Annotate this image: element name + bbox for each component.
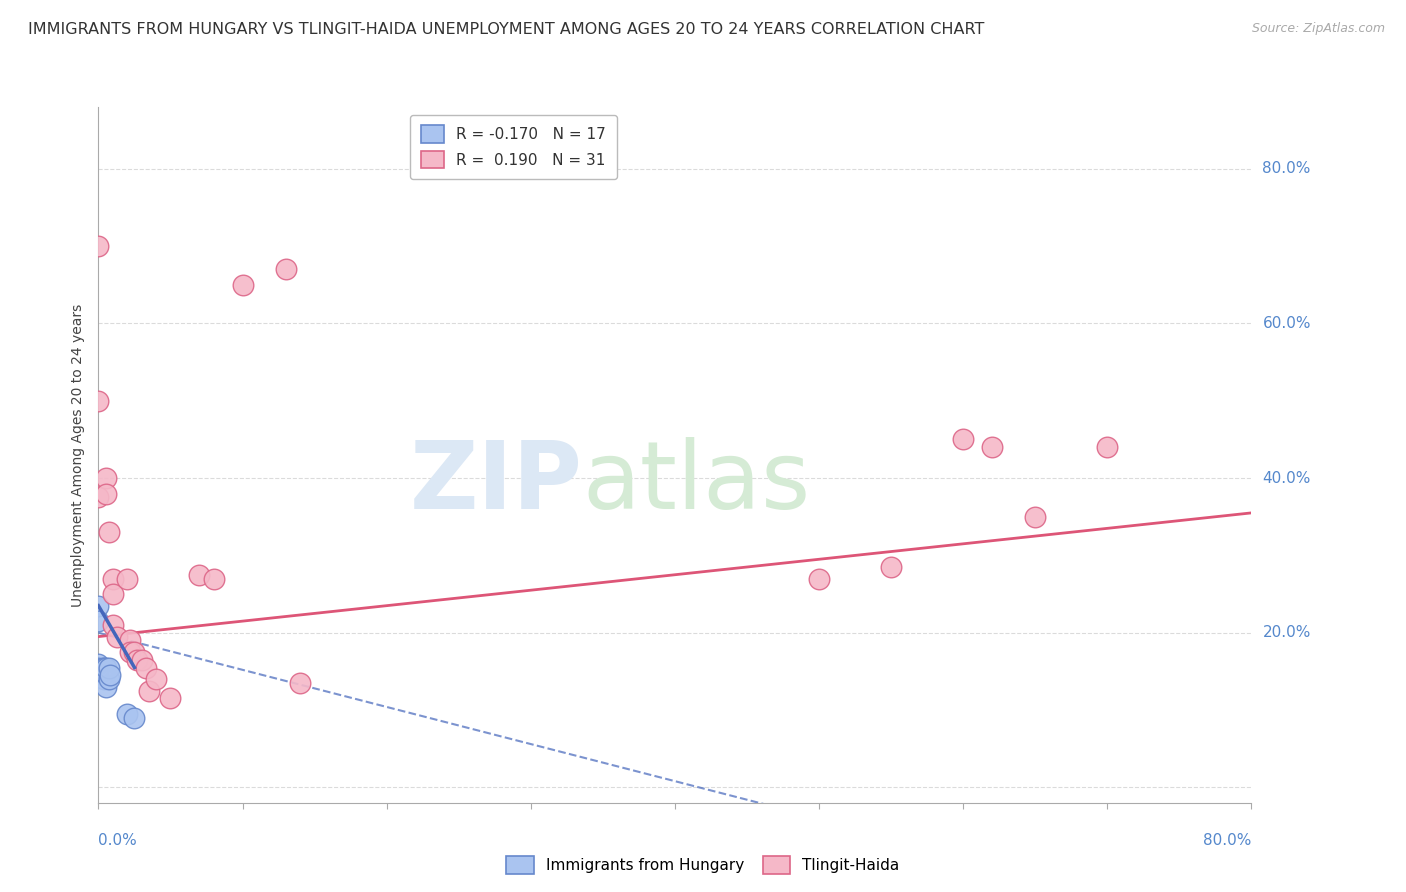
Point bbox=[188, 567, 211, 582]
Point bbox=[87, 657, 110, 671]
Point bbox=[87, 614, 110, 628]
Point bbox=[97, 672, 120, 686]
Text: Source: ZipAtlas.com: Source: ZipAtlas.com bbox=[1251, 22, 1385, 36]
Text: 0.0%: 0.0% bbox=[98, 833, 138, 848]
Text: 60.0%: 60.0% bbox=[1263, 316, 1310, 331]
Point bbox=[1024, 509, 1046, 524]
Point bbox=[87, 665, 110, 679]
Point bbox=[101, 587, 124, 601]
Point bbox=[94, 660, 117, 674]
Point bbox=[138, 683, 160, 698]
Point bbox=[87, 239, 110, 253]
Point bbox=[87, 491, 110, 505]
Point bbox=[127, 653, 149, 667]
Point bbox=[97, 660, 120, 674]
Point bbox=[98, 668, 121, 682]
Point bbox=[101, 618, 124, 632]
Point bbox=[1097, 440, 1119, 454]
Point bbox=[145, 672, 167, 686]
Point bbox=[231, 277, 254, 292]
Text: atlas: atlas bbox=[582, 437, 811, 529]
Point bbox=[91, 665, 114, 679]
Text: IMMIGRANTS FROM HUNGARY VS TLINGIT-HAIDA UNEMPLOYMENT AMONG AGES 20 TO 24 YEARS : IMMIGRANTS FROM HUNGARY VS TLINGIT-HAIDA… bbox=[28, 22, 984, 37]
Point bbox=[87, 599, 110, 613]
Point bbox=[159, 691, 181, 706]
Point bbox=[981, 440, 1004, 454]
Point bbox=[87, 393, 110, 408]
Point bbox=[124, 645, 146, 659]
Legend: R = -0.170   N = 17, R =  0.190   N = 31: R = -0.170 N = 17, R = 0.190 N = 31 bbox=[411, 115, 617, 179]
Point bbox=[124, 711, 146, 725]
Point bbox=[120, 645, 142, 659]
Text: ZIP: ZIP bbox=[409, 437, 582, 529]
Text: 80.0%: 80.0% bbox=[1263, 161, 1310, 177]
Point bbox=[94, 471, 117, 485]
Point bbox=[105, 630, 128, 644]
Point bbox=[135, 660, 157, 674]
Point bbox=[91, 668, 114, 682]
Y-axis label: Unemployment Among Ages 20 to 24 years: Unemployment Among Ages 20 to 24 years bbox=[72, 303, 86, 607]
Text: 40.0%: 40.0% bbox=[1263, 471, 1310, 485]
Point bbox=[94, 680, 117, 694]
Point bbox=[807, 572, 830, 586]
Point bbox=[274, 262, 297, 277]
Point bbox=[131, 653, 153, 667]
Text: 20.0%: 20.0% bbox=[1263, 625, 1310, 640]
Point bbox=[91, 660, 114, 674]
Point bbox=[117, 706, 138, 721]
Point bbox=[290, 676, 312, 690]
Point bbox=[87, 660, 110, 674]
Point bbox=[880, 560, 903, 574]
Point bbox=[101, 572, 124, 586]
Text: 80.0%: 80.0% bbox=[1204, 833, 1251, 848]
Point bbox=[120, 633, 142, 648]
Point bbox=[94, 486, 117, 500]
Point bbox=[117, 572, 138, 586]
Point bbox=[93, 660, 115, 674]
Point bbox=[93, 672, 115, 686]
Legend: Immigrants from Hungary, Tlingit-Haida: Immigrants from Hungary, Tlingit-Haida bbox=[501, 850, 905, 880]
Point bbox=[952, 433, 974, 447]
Point bbox=[97, 525, 120, 540]
Point bbox=[202, 572, 225, 586]
